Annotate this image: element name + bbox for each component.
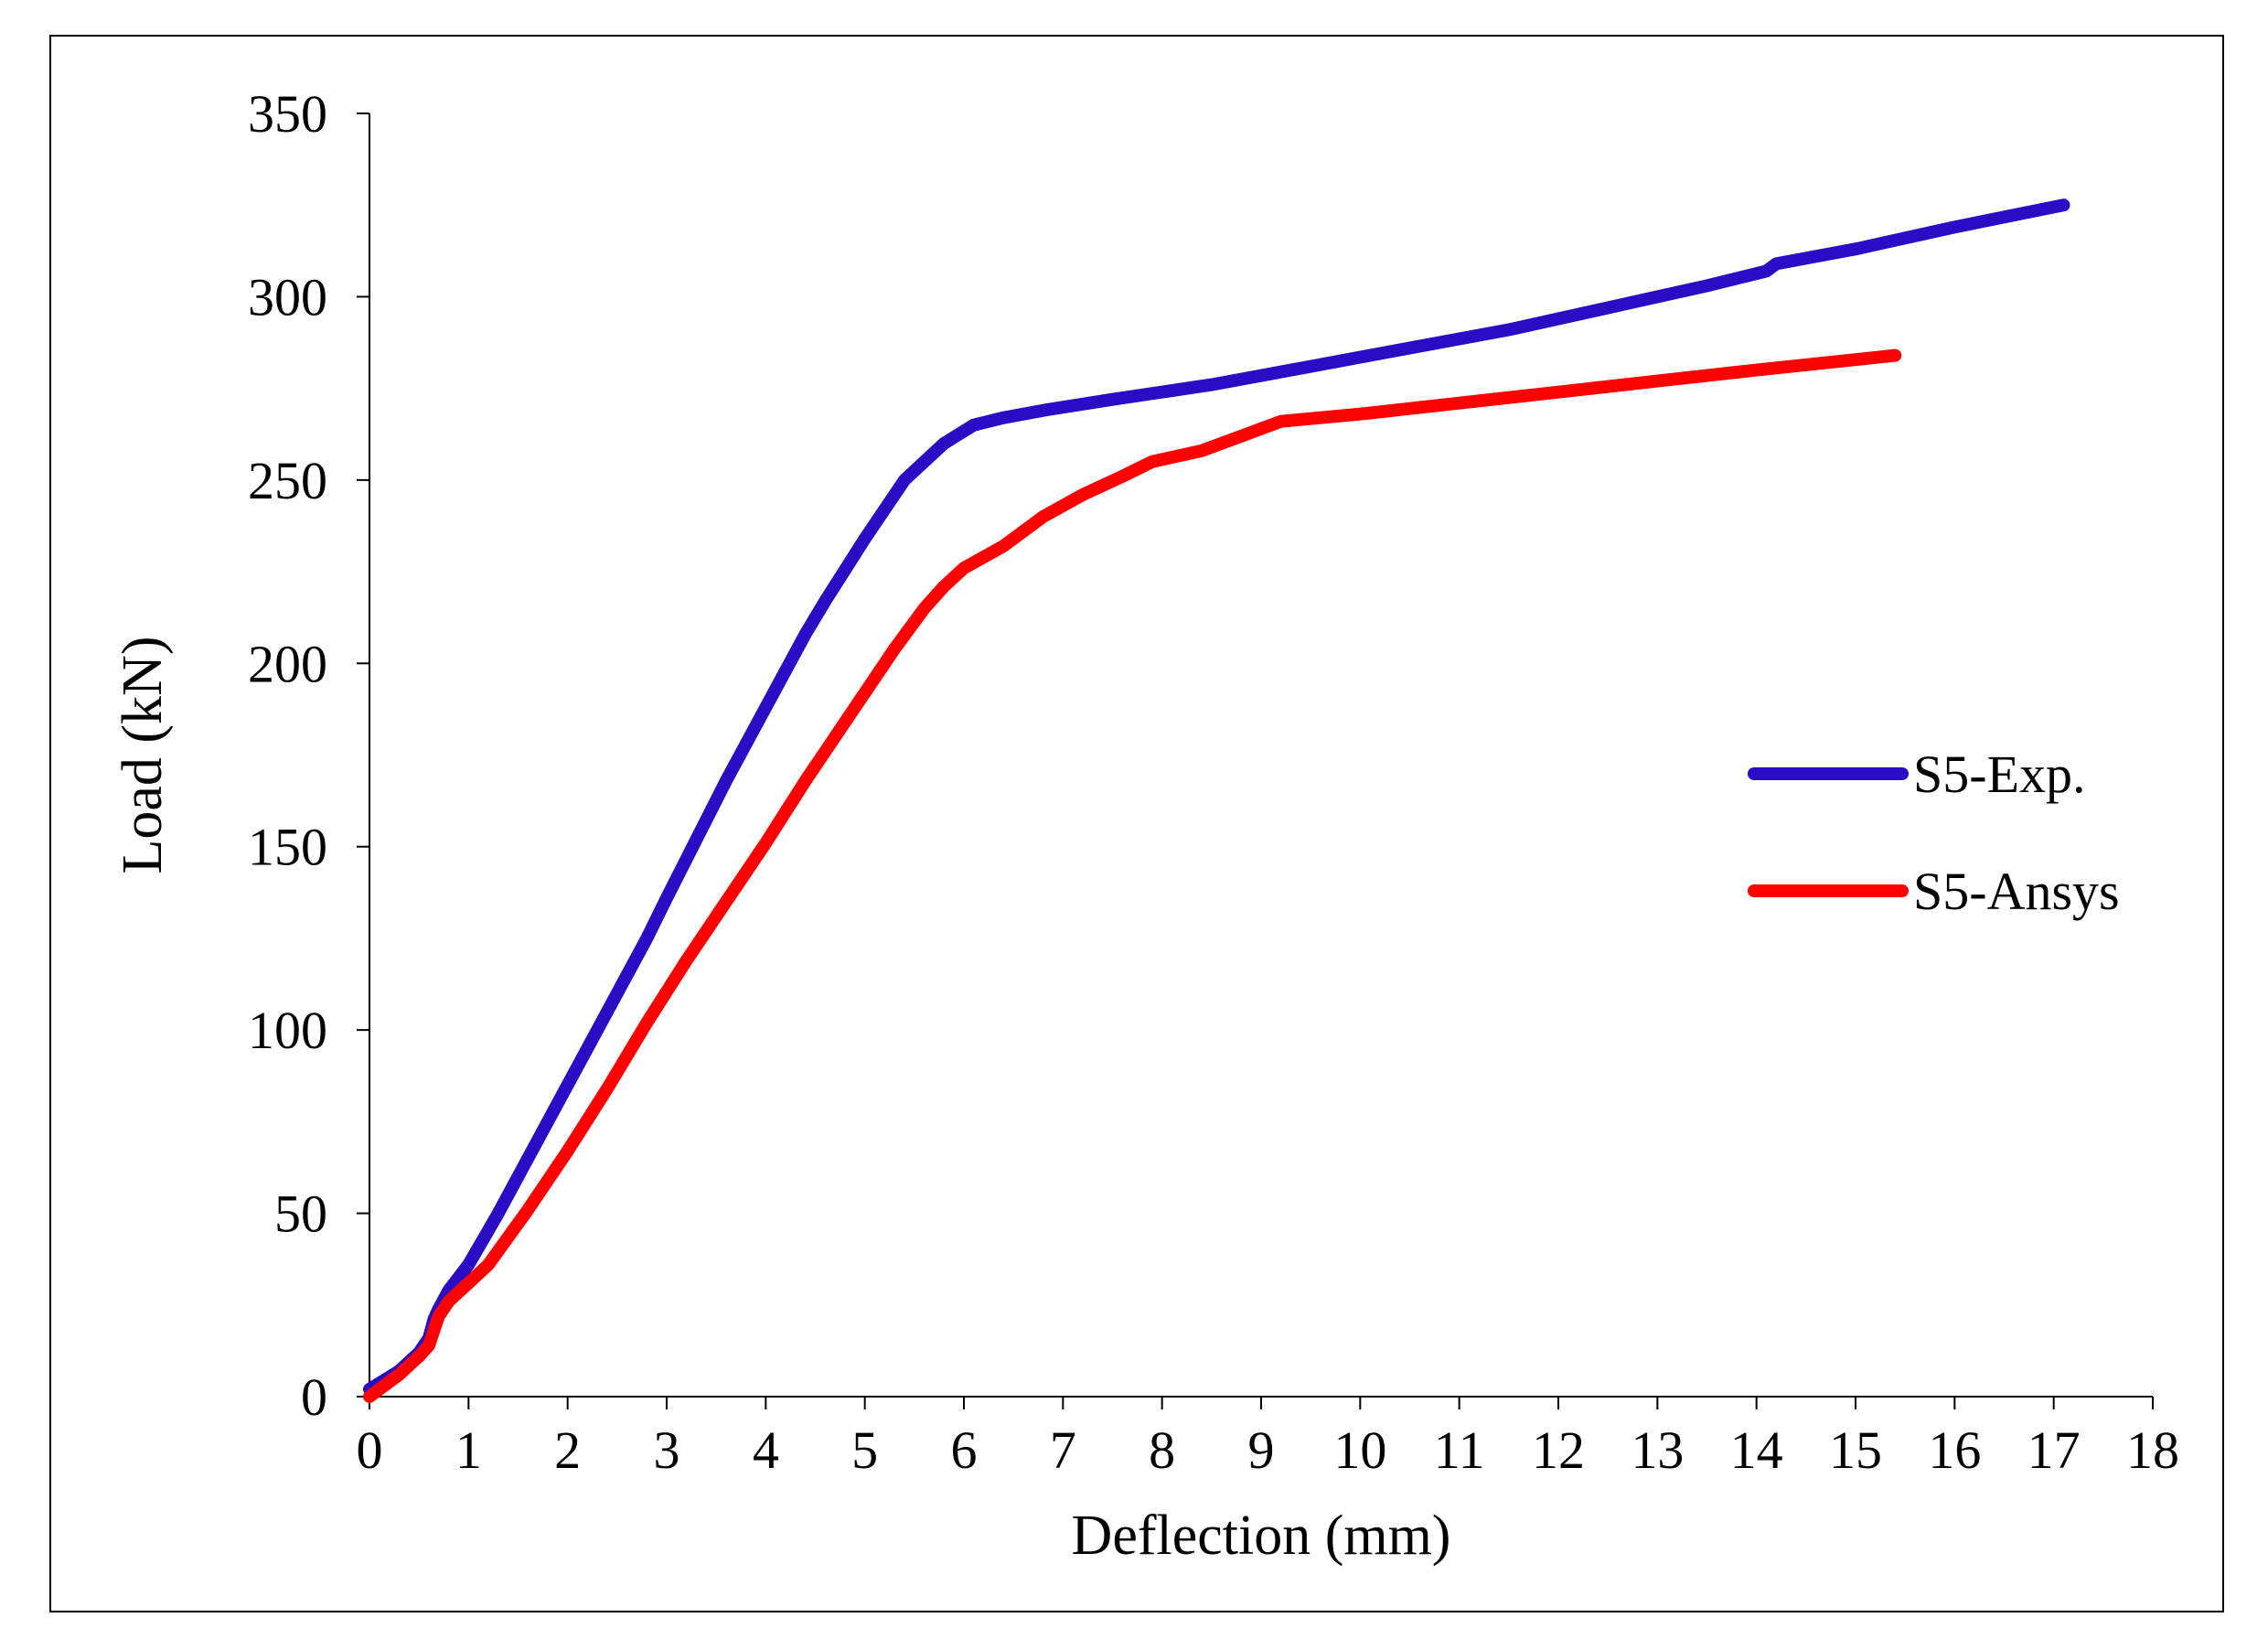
- chart-frame: 0 50 100 150 200 250 300 350 0 1 2 3 4 5 6 7 8 9 10 11 12 13 1…: [49, 35, 2224, 1612]
- y-tick-label: 0: [301, 1367, 327, 1427]
- x-tick-label: 18: [2126, 1420, 2179, 1480]
- x-tick-label: 9: [1248, 1420, 1275, 1480]
- y-tick-label: 300: [248, 267, 327, 327]
- x-tick-label: 1: [455, 1420, 482, 1480]
- series-line-ansys: [363, 348, 1902, 1403]
- x-tick-label: 15: [1829, 1420, 1882, 1480]
- y-tick-label: 250: [248, 451, 327, 510]
- x-tick-label: 11: [1434, 1420, 1485, 1480]
- x-tick-label: 16: [1928, 1420, 1981, 1480]
- x-tick-label: 14: [1730, 1420, 1783, 1480]
- x-tick-label: 8: [1149, 1420, 1175, 1480]
- series-line-exp: [363, 198, 2070, 1396]
- legend-label-ansys: S5-Ansys: [1913, 862, 2120, 921]
- x-tick-label: 3: [654, 1420, 680, 1480]
- x-tick-label: 12: [1532, 1420, 1585, 1480]
- x-tick-label: 7: [1050, 1420, 1076, 1480]
- y-tick-label: 50: [274, 1184, 327, 1244]
- x-tick-label: 13: [1631, 1420, 1684, 1480]
- x-axis-title: Deflection (mm): [1072, 1505, 1451, 1567]
- legend: S5-Exp. S5-Ansys: [1748, 745, 2120, 921]
- y-axis-title: Load (kN): [112, 637, 174, 874]
- x-tick-label: 4: [753, 1420, 779, 1480]
- series-layer: [363, 198, 2070, 1403]
- x-tick-label: 10: [1333, 1420, 1386, 1480]
- x-tick-label: 0: [357, 1420, 383, 1480]
- y-tick-label: 150: [248, 818, 327, 877]
- x-tick-label: 2: [554, 1420, 581, 1480]
- x-tick-label: 17: [2027, 1420, 2081, 1480]
- y-tick-label: 200: [248, 634, 327, 693]
- x-tick-label: 6: [951, 1420, 978, 1480]
- legend-label-exp: S5-Exp.: [1913, 745, 2086, 804]
- x-tick-label: 5: [851, 1420, 878, 1480]
- y-tick-label: 350: [248, 84, 327, 144]
- y-tick-label: 100: [248, 1001, 327, 1060]
